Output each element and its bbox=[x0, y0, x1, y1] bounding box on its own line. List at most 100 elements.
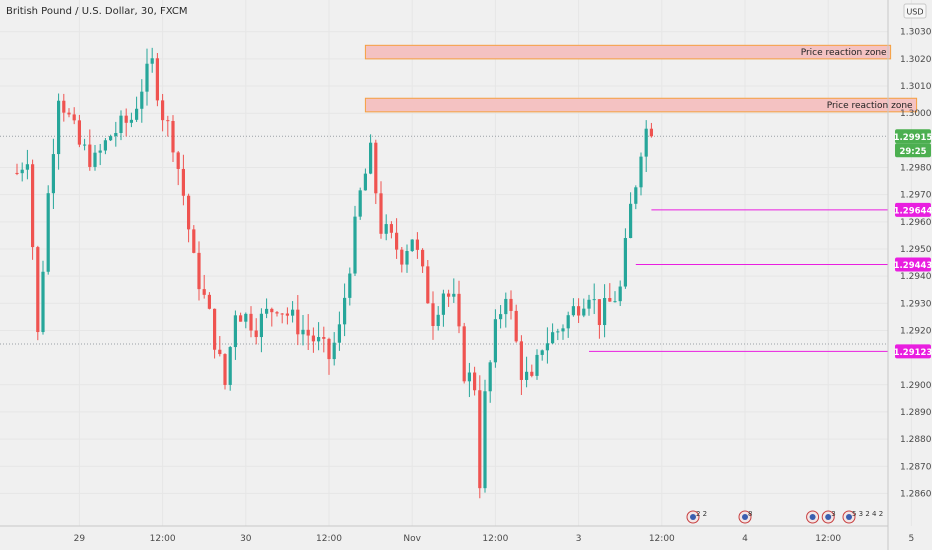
time-tick-label: 5 bbox=[909, 534, 915, 544]
candle-body bbox=[135, 108, 139, 120]
candle-body bbox=[499, 314, 503, 320]
event-count-label: 8 bbox=[748, 510, 752, 518]
candle-body bbox=[551, 332, 555, 344]
candle-body bbox=[207, 294, 211, 309]
candle-body bbox=[379, 193, 383, 234]
candle-body bbox=[363, 173, 367, 191]
candle-body bbox=[20, 169, 24, 174]
candle-body bbox=[36, 247, 40, 333]
candle-body bbox=[462, 326, 466, 382]
candle-body bbox=[103, 140, 107, 151]
price-badge-label: 1.29644 bbox=[894, 206, 932, 216]
candle-body bbox=[415, 239, 419, 250]
candle-body bbox=[582, 308, 586, 316]
time-axis[interactable]: 29 12:00 30 12:00 Nov 12:00 3 12:00 4 12:00 5 bbox=[74, 534, 915, 544]
candle-body bbox=[577, 306, 581, 316]
candle-body bbox=[421, 249, 425, 267]
time-tick-label: 12:00 bbox=[482, 534, 508, 544]
candle-body bbox=[488, 362, 492, 392]
currency-label: USD bbox=[906, 8, 923, 17]
price-tick-label: 1.28900 bbox=[900, 408, 932, 418]
candle-body bbox=[483, 391, 487, 489]
candle-body bbox=[67, 112, 71, 115]
candle-body bbox=[519, 341, 523, 380]
candle-body bbox=[192, 229, 196, 253]
candle-body bbox=[447, 293, 451, 297]
candle-body bbox=[244, 313, 248, 322]
price-tick-label: 1.28600 bbox=[900, 489, 932, 499]
candle-body bbox=[46, 193, 50, 272]
candle-body bbox=[223, 354, 227, 385]
candle-body bbox=[457, 293, 461, 327]
candle-body bbox=[514, 310, 518, 342]
candle-body bbox=[265, 308, 269, 314]
candle-body bbox=[161, 100, 165, 121]
price-tick-label: 1.30300 bbox=[900, 28, 932, 38]
candle-body bbox=[592, 299, 596, 301]
time-tick-label: Nov bbox=[403, 534, 421, 544]
candle-body bbox=[270, 308, 274, 313]
countdown-label: 29:25 bbox=[899, 147, 926, 157]
candle-body bbox=[332, 342, 336, 360]
candle-body bbox=[400, 249, 404, 265]
candle-body bbox=[509, 298, 513, 311]
candle-body bbox=[389, 224, 393, 233]
price-tick-label: 1.29000 bbox=[900, 381, 932, 391]
candle-body bbox=[155, 58, 159, 101]
candle-body bbox=[478, 390, 482, 489]
candle-body bbox=[228, 347, 232, 385]
currency-button[interactable] bbox=[903, 3, 927, 19]
candle-body bbox=[634, 187, 638, 204]
candle-body bbox=[639, 156, 643, 188]
candle-body bbox=[535, 354, 539, 376]
candle-body bbox=[93, 152, 97, 167]
candle-body bbox=[301, 329, 305, 335]
candle-body bbox=[119, 115, 123, 133]
candle-body bbox=[587, 299, 591, 309]
candle-body bbox=[571, 306, 575, 316]
time-tick-label: 4 bbox=[742, 534, 748, 544]
price-axis[interactable]: 1.30300 1.30200 1.30100 1.30000 1.29800 1.297… bbox=[900, 28, 932, 500]
candle-body bbox=[629, 203, 633, 239]
time-tick-label: 3 bbox=[576, 534, 582, 544]
candle-body bbox=[98, 150, 102, 153]
chart-title: British Pound / U.S. Dollar, 30, FXCM bbox=[6, 6, 187, 17]
reaction-zones: Price reaction zone Price reaction zone bbox=[364, 44, 918, 113]
candle-body bbox=[603, 298, 607, 326]
price-badge-label: 1.29123 bbox=[894, 348, 932, 358]
candle-body bbox=[337, 324, 341, 343]
candle-body bbox=[150, 58, 154, 64]
candle-body bbox=[41, 271, 45, 333]
candle-body bbox=[327, 338, 331, 360]
candle-body bbox=[285, 313, 289, 316]
reaction-zone-label: Price reaction zone bbox=[801, 48, 887, 58]
candle-body bbox=[176, 152, 180, 169]
event-flag-inner-icon bbox=[690, 514, 696, 520]
candle-body bbox=[395, 232, 399, 250]
candle-body bbox=[545, 343, 549, 351]
candle-body bbox=[322, 337, 326, 339]
candle-body bbox=[31, 164, 35, 248]
price-tick-label: 1.29700 bbox=[900, 191, 932, 201]
candle-body bbox=[166, 120, 170, 122]
candle-body bbox=[441, 293, 445, 315]
candle-body bbox=[202, 289, 206, 295]
candle-body bbox=[566, 315, 570, 329]
candle-body bbox=[384, 224, 388, 234]
candle-body bbox=[171, 120, 175, 153]
price-tick-label: 1.29200 bbox=[900, 326, 932, 336]
time-tick-label: 12:00 bbox=[150, 534, 176, 544]
countdown-badge bbox=[895, 143, 931, 158]
candle-body bbox=[623, 238, 627, 287]
price-tick-label: 1.29400 bbox=[900, 272, 932, 282]
candle-body bbox=[467, 372, 471, 382]
time-tick-label: 12:00 bbox=[815, 534, 841, 544]
candle-body bbox=[291, 309, 295, 316]
price-badge bbox=[895, 257, 931, 272]
price-badge bbox=[895, 129, 931, 144]
candle-body bbox=[259, 313, 263, 338]
candle-body bbox=[311, 335, 315, 342]
candle-body bbox=[608, 298, 612, 302]
candle-body bbox=[530, 371, 534, 376]
